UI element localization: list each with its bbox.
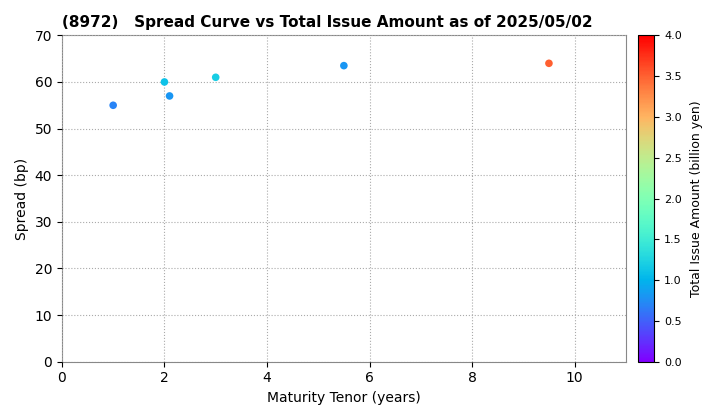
Point xyxy=(107,102,119,109)
X-axis label: Maturity Tenor (years): Maturity Tenor (years) xyxy=(267,391,420,405)
Point xyxy=(338,62,350,69)
Text: (8972)   Spread Curve vs Total Issue Amount as of 2025/05/02: (8972) Spread Curve vs Total Issue Amoun… xyxy=(62,15,593,30)
Point xyxy=(210,74,222,81)
Point xyxy=(158,79,170,85)
Point xyxy=(543,60,554,67)
Y-axis label: Total Issue Amount (billion yen): Total Issue Amount (billion yen) xyxy=(690,100,703,297)
Point xyxy=(164,92,176,99)
Y-axis label: Spread (bp): Spread (bp) xyxy=(15,158,29,239)
